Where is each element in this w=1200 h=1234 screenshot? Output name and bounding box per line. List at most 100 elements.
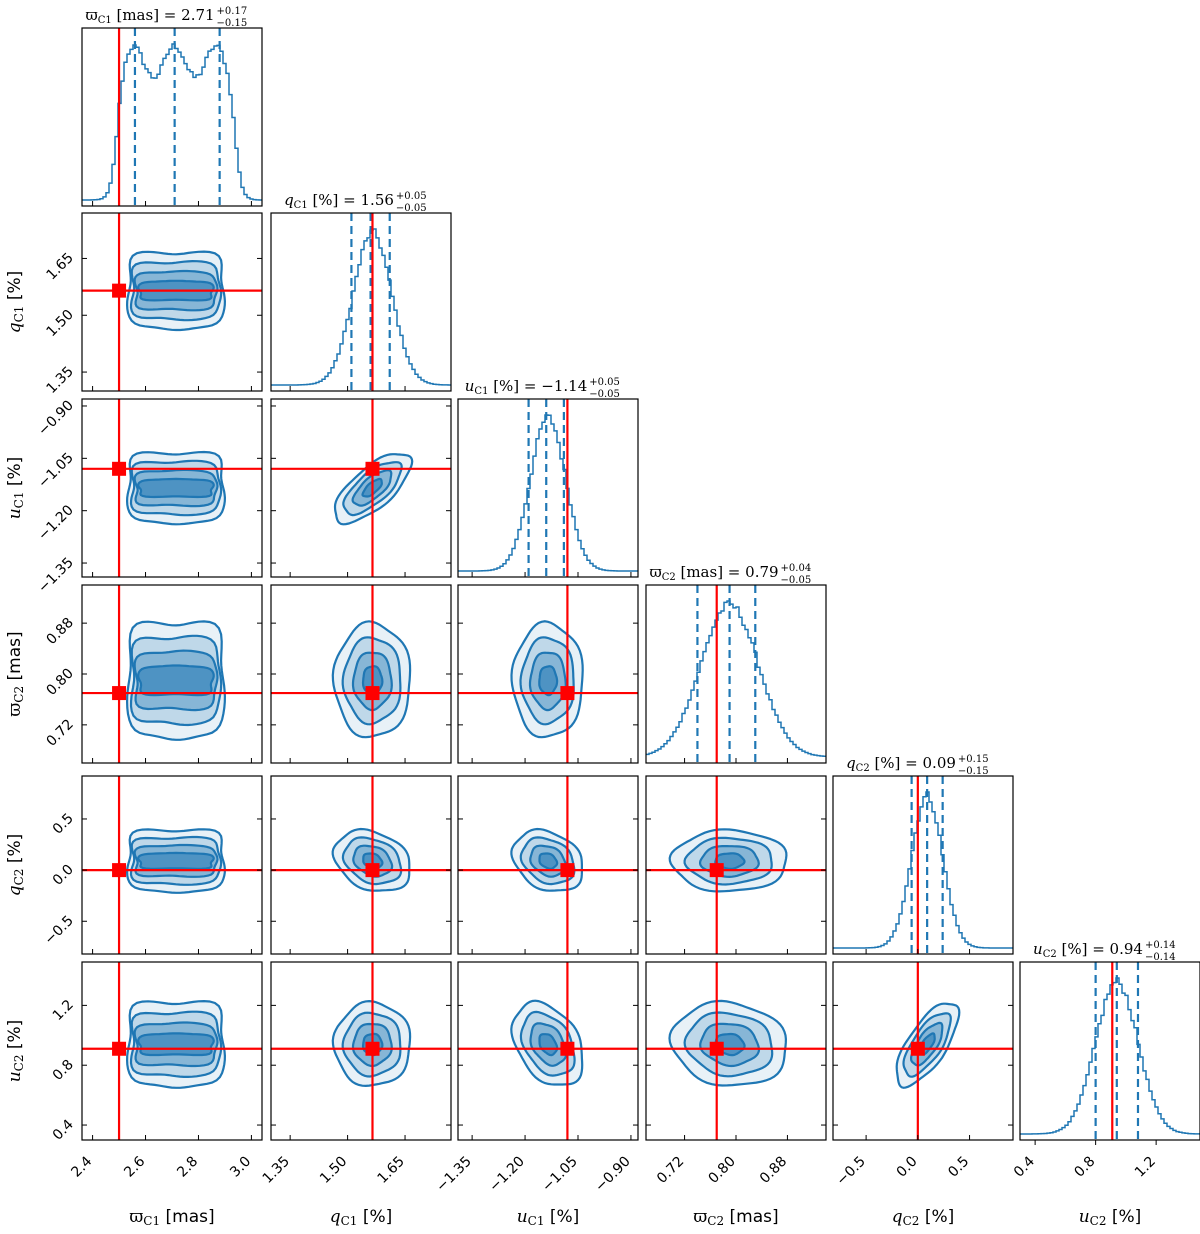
- density-contours: [271, 585, 451, 763]
- y-tick-label: 0.72: [43, 716, 76, 749]
- panel-frame: [832, 775, 1014, 955]
- truth-marker: [709, 863, 724, 878]
- title-text: qC2 [%] = 0.09: [846, 754, 956, 774]
- title-upper-error: +0.17: [217, 6, 248, 17]
- truth-marker: [365, 686, 380, 701]
- x-tick-label: −0.5: [834, 1154, 869, 1189]
- x-axis-label-plx1: ϖC1 [mas]: [129, 1207, 214, 1228]
- contour-level-0: [137, 1032, 215, 1057]
- x-tick-label: 0.88: [757, 1154, 790, 1187]
- y-tick-label: 0.4: [50, 1116, 77, 1143]
- title-lower-error: −0.05: [396, 203, 427, 214]
- density-contours: [82, 585, 262, 763]
- panel-hist-q1: qC1 [%] = 1.56 +0.05−0.05: [270, 191, 452, 392]
- x-tick-label: 1.65: [375, 1154, 408, 1187]
- histogram-plx2: [646, 600, 826, 758]
- panel-2d-u1-q2: [457, 775, 639, 955]
- panel-2d-plx1-u1: −1.35 −1.20 −1.05 −0.90: [35, 397, 263, 597]
- y-tick-label: 1.35: [43, 364, 76, 397]
- truth-marker: [112, 461, 127, 476]
- title-upper-error: +0.05: [589, 377, 620, 388]
- truth-marker: [365, 461, 380, 476]
- x-tick-label: 0.4: [1011, 1153, 1038, 1180]
- y-tick-label: 0.0: [50, 862, 77, 889]
- histogram-u1: [458, 414, 638, 572]
- panel-bg: [271, 213, 451, 391]
- y-tick-label: 0.8: [50, 1057, 77, 1084]
- x-tick-label: 2.8: [174, 1154, 201, 1181]
- title-lower-error: −0.14: [1145, 952, 1176, 963]
- panel-frame: [81, 212, 263, 392]
- panel-frame: [81, 775, 263, 955]
- y-axis-label-u1: uC1 [%]: [5, 457, 26, 520]
- truth-marker: [560, 1041, 575, 1056]
- density-contours: [458, 776, 638, 954]
- x-tick-label: 0.5: [945, 1154, 972, 1181]
- panel-bg: [271, 399, 451, 577]
- truth-marker: [910, 1041, 925, 1056]
- panel-frame: [457, 398, 639, 578]
- contour-level-0: [538, 665, 559, 697]
- x-tick-label: 1.35: [260, 1154, 293, 1187]
- title-u1: uC1 [%] = −1.14 +0.05−0.05: [465, 377, 620, 400]
- title-upper-error: +0.04: [781, 563, 812, 574]
- title-plx1: ϖC1 [mas] = 2.71 +0.17−0.15: [85, 6, 247, 29]
- y-tick-label: 1.2: [50, 997, 77, 1024]
- y-tick-label: 0.88: [43, 615, 76, 648]
- density-contours: [271, 962, 451, 1140]
- x-axis-label-u2: uC2 [%]: [1079, 1207, 1142, 1228]
- x-tick-label: 2.6: [121, 1153, 148, 1180]
- density-contours: [82, 213, 262, 391]
- panel-2d-plx1-q1: 1.35 1.50 1.65: [43, 212, 263, 397]
- histogram-q1: [271, 228, 451, 386]
- title-plx2: ϖC2 [mas] = 0.79 +0.04−0.05: [649, 563, 811, 586]
- x-tick-label: −1.05: [539, 1154, 581, 1196]
- panel-frame: [81, 961, 263, 1141]
- panel-2d-u1-plx2: [457, 584, 639, 764]
- title-q1: qC1 [%] = 1.56 +0.05−0.05: [284, 191, 427, 214]
- y-tick-label: 1.50: [43, 307, 76, 340]
- truth-marker: [112, 863, 127, 878]
- density-contours: [82, 962, 262, 1140]
- title-lower-error: −0.15: [217, 18, 248, 29]
- panel-bg: [82, 213, 262, 391]
- title-u2: uC2 [%] = 0.94 +0.14−0.14: [1033, 940, 1176, 963]
- histogram-q2: [833, 791, 1013, 949]
- density-contours: [646, 962, 826, 1140]
- density-contours: [271, 776, 451, 954]
- panel-2d-plx1-plx2: 0.72 0.80 0.88: [43, 584, 263, 764]
- title-text: qC1 [%] = 1.56: [284, 191, 394, 211]
- panel-frame: [270, 961, 452, 1141]
- x-tick-label: 0.8: [1071, 1154, 1098, 1181]
- title-lower-error: −0.15: [958, 766, 989, 777]
- title-upper-error: +0.05: [396, 191, 427, 202]
- x-axis-label-plx2: ϖC2 [mas]: [693, 1207, 778, 1228]
- panel-2d-q2-u2: −0.5 0.0 0.5: [832, 961, 1014, 1189]
- x-tick-label: −0.90: [592, 1154, 634, 1196]
- x-tick-label: −1.20: [486, 1154, 528, 1196]
- contour-level-0: [538, 852, 559, 871]
- panel-frame: [81, 398, 263, 578]
- x-tick-label: 1.50: [317, 1154, 350, 1187]
- density-contours: [82, 399, 262, 577]
- truth-marker: [365, 863, 380, 878]
- x-tick-label: 3.0: [227, 1154, 254, 1181]
- title-text: ϖC1 [mas] = 2.71: [85, 6, 214, 26]
- truth-marker: [709, 1041, 724, 1056]
- title-upper-error: +0.15: [958, 754, 989, 765]
- density-contours: [458, 585, 638, 763]
- y-axis-label-q1: qC1 [%]: [5, 271, 26, 334]
- panel-2d-q1-plx2: [270, 584, 452, 764]
- y-tick-label: −1.35: [35, 555, 77, 597]
- y-tick-label: −0.5: [41, 913, 76, 948]
- panel-frame: [270, 212, 452, 392]
- panel-hist-plx1: ϖC1 [mas] = 2.71 +0.17−0.15: [81, 6, 263, 207]
- panel-bg: [271, 962, 451, 1140]
- truth-marker: [560, 863, 575, 878]
- panel-frame: [832, 961, 1014, 1141]
- panel-2d-u1-u2: −1.35 −1.20 −1.05 −0.90: [433, 961, 639, 1196]
- density-contours: [833, 962, 1013, 1140]
- title-text: uC2 [%] = 0.94: [1033, 940, 1143, 960]
- y-axis-label-q2: qC2 [%]: [5, 834, 26, 897]
